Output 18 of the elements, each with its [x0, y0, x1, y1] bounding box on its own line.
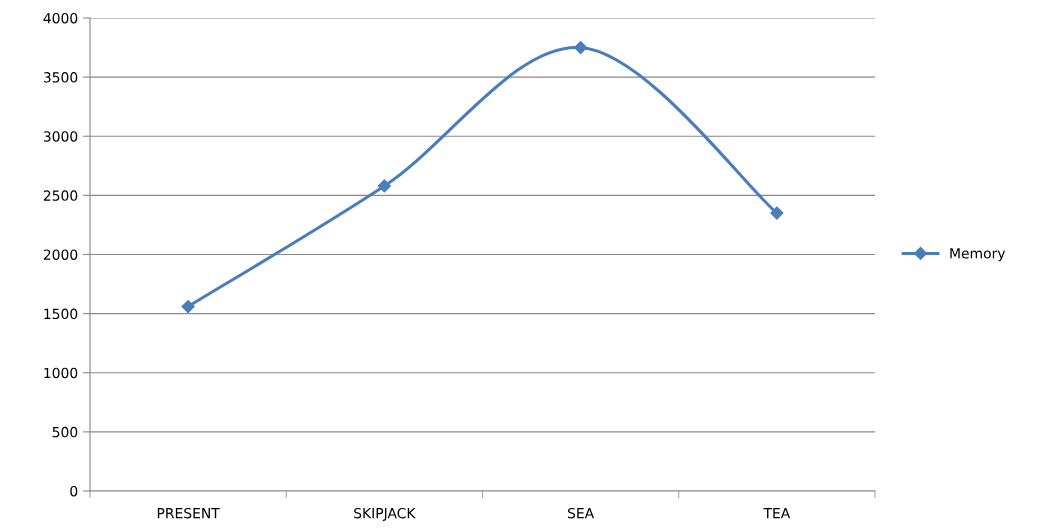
legend-label: Memory [950, 248, 1006, 262]
y-tick-label: 500 [52, 426, 78, 438]
y-tick-label: 2500 [43, 190, 78, 201]
point [574, 40, 588, 55]
y-tick-label: 1000 [44, 367, 78, 379]
y-tick-label: 4000 [43, 12, 78, 24]
x-tick-label: SKIPJACK [354, 507, 416, 521]
point [770, 206, 784, 220]
point [377, 179, 391, 193]
y-tick-label: 3500 [43, 72, 78, 83]
y-tick-label: 1500 [44, 308, 78, 320]
x-tick-label: TEA [763, 508, 791, 519]
x-tick-label: SEA [567, 507, 595, 519]
y-tick-label: 2000 [43, 249, 78, 260]
y-tick-label: 0 [70, 485, 78, 497]
y-tick-label: 3000 [43, 131, 78, 142]
x-tick-label: PRESENT [157, 507, 220, 519]
point [181, 299, 195, 314]
